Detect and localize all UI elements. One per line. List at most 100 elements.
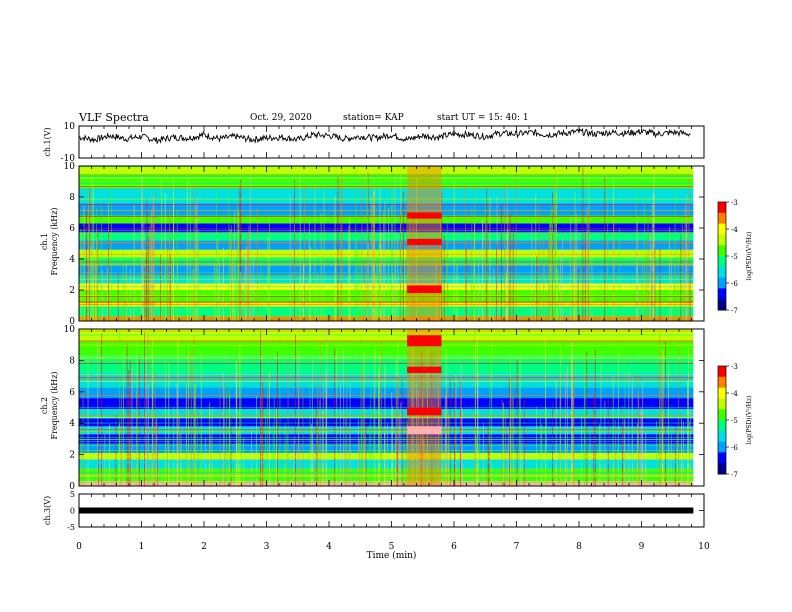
spectral-line (79, 185, 694, 187)
sferic-streak (235, 361, 237, 486)
sferic-streak (412, 349, 414, 486)
sferic-streak (279, 338, 281, 486)
sferic-streak (460, 363, 462, 486)
colorbar-segment (718, 212, 726, 225)
spectral-line (79, 441, 694, 443)
sferic-streak (618, 351, 619, 486)
y-tick-label: -10 (61, 154, 76, 164)
colorbar-tick-label: -7 (731, 307, 738, 315)
colorbar-segment (718, 245, 726, 257)
sferic-streak (269, 223, 270, 321)
sferic-streak (309, 381, 311, 486)
spectral-line (79, 330, 694, 332)
sferic-streak (397, 437, 399, 486)
sferic-streak (308, 219, 310, 321)
sferic-streak (276, 408, 278, 486)
sferic-streak (417, 390, 419, 486)
sferic-streak (136, 334, 138, 486)
ch3-trace-panel: 5 0 -5 ch.3(V) 0 1 2 3 4 5 6 7 8 9 10 Time (min) (43, 490, 710, 561)
sferic-streak (119, 330, 121, 486)
spectral-line (79, 363, 694, 364)
sferic-streak (130, 268, 131, 321)
sferic-streak (640, 407, 642, 486)
sferic-streak (357, 418, 359, 486)
x-tick-label: 8 (576, 542, 582, 552)
sferic-streak (465, 248, 467, 321)
sferic-streak (260, 330, 261, 486)
sferic-streak (141, 179, 143, 321)
sferic-streak (392, 406, 394, 486)
spectral-line (79, 190, 694, 192)
spectral-line (79, 409, 694, 411)
sferic-streak (564, 372, 566, 486)
colorbar-tick-label: -3 (731, 199, 738, 207)
spectral-line (79, 359, 694, 361)
sferic-streak (189, 182, 191, 321)
y-tick-label: 0 (69, 317, 75, 327)
sferic-streak (356, 232, 358, 321)
sferic-streak (359, 438, 360, 486)
sferic-streak (228, 172, 230, 321)
spectral-band (79, 223, 694, 233)
sferic-streak (685, 193, 687, 321)
spectral-line (79, 450, 694, 451)
sferic-streak (688, 172, 690, 321)
sferic-streak (545, 335, 546, 486)
ch1-spectrogram-panel: 10 8 6 4 2 0 ch.1 Frequency (kHz) (40, 162, 705, 327)
sferic-streak (550, 210, 552, 321)
sferic-streak (379, 258, 381, 321)
sferic-streak (151, 211, 153, 321)
sferic-streak (641, 408, 643, 486)
sferic-streak (219, 260, 220, 321)
sferic-streak (143, 267, 145, 321)
spectral-line (79, 473, 694, 475)
sferic-streak (441, 418, 443, 486)
sferic-streak (87, 356, 89, 486)
sferic-streak (101, 205, 103, 321)
sferic-streak (256, 396, 257, 486)
sferic-streak (86, 211, 87, 321)
sferic-streak (83, 205, 85, 321)
ch1-ylabel: ch.1(V) (43, 127, 52, 156)
sferic-streak (294, 178, 295, 321)
x-tick-label: 7 (514, 542, 520, 552)
sferic-streak (125, 262, 127, 321)
spectral-band (79, 249, 694, 258)
sferic-streak (219, 379, 221, 486)
sferic-streak (461, 407, 463, 486)
colorbar-segment (718, 430, 726, 443)
sferic-streak (197, 229, 199, 321)
sferic-streak (223, 372, 224, 486)
sferic-streak (210, 435, 212, 486)
spectral-line (79, 437, 694, 438)
sferic-streak (244, 274, 246, 321)
spectral-line (79, 204, 694, 205)
sferic-streak (147, 241, 149, 321)
sferic-streak (185, 350, 187, 486)
sferic-streak (272, 424, 274, 486)
sferic-streak (298, 383, 300, 486)
sferic-streak (284, 423, 286, 486)
figure-date: Oct. 29, 2020 (250, 113, 312, 123)
sferic-streak (286, 433, 288, 486)
sferic-streak (349, 383, 351, 486)
sferic-streak (677, 255, 679, 321)
sferic-streak (421, 351, 422, 486)
sferic-streak (378, 244, 380, 321)
sferic-streak (153, 190, 155, 321)
colorbar-tick-label: -3 (731, 363, 738, 371)
x-tick-label: 2 (201, 542, 207, 552)
sferic-streak (573, 260, 575, 321)
spectral-line (79, 166, 694, 168)
spectral-line (79, 417, 694, 418)
spectral-line (79, 232, 694, 234)
sferic-streak (507, 428, 509, 486)
sferic-streak (372, 265, 374, 321)
spectral-line (79, 242, 694, 244)
sferic-streak (674, 257, 675, 321)
colorbar-segment (718, 463, 726, 475)
sferic-streak (488, 434, 490, 486)
sferic-streak (145, 257, 147, 321)
sferic-streak (680, 234, 682, 321)
spectral-band (79, 418, 694, 427)
